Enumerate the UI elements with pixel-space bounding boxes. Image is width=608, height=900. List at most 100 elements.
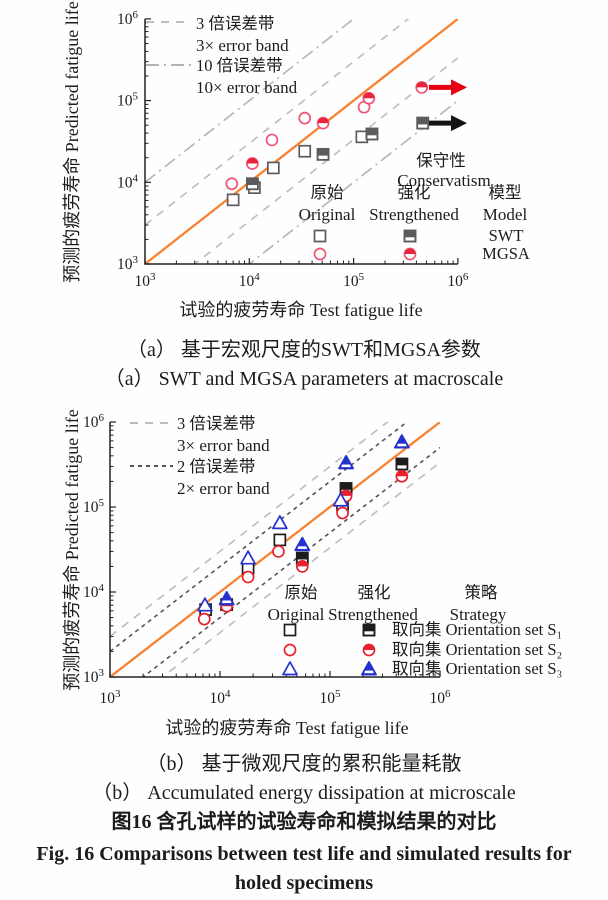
data-point-s2-strengthened — [295, 560, 309, 573]
caption-b-english: （b） Accumulated energy dissipation at mi… — [92, 782, 516, 804]
y-axis-title: 预测的疲劳寿命 Predicted fatigue life — [62, 409, 82, 690]
square-fill — [296, 552, 308, 560]
tick-label: 103 — [83, 667, 105, 686]
data-point-swt-strengthened — [416, 116, 430, 130]
tick-label: 105 — [320, 688, 342, 707]
square-outline — [395, 457, 409, 471]
legend-marker-half — [362, 623, 376, 637]
data-point-s1-strengthened — [395, 457, 409, 471]
data-point-swt-strengthened — [365, 127, 379, 141]
square-outline — [365, 127, 379, 141]
triangle-glyph — [240, 550, 256, 565]
square-fill — [396, 458, 408, 466]
x-axis-title: 试验的疲劳寿命 Test fatigue life — [165, 718, 408, 738]
triangle-band — [341, 464, 351, 468]
legend-header-original-en: Original — [299, 205, 356, 224]
legend-row-label: 取向集 Orientation set S₂ — [392, 640, 562, 659]
error-band-3x-upper — [110, 422, 389, 638]
legend-row-label: 取向集 Orientation set S₃ — [392, 659, 562, 678]
data-point-mgsa-strengthened — [316, 116, 330, 130]
circle-fill — [363, 644, 375, 650]
identity-line — [145, 18, 458, 265]
legend-marker-half — [362, 643, 376, 657]
square-fill — [363, 624, 375, 632]
legend-marker-half — [403, 229, 417, 243]
square-outline — [316, 147, 330, 161]
circle-fill — [317, 117, 329, 124]
legend-header-strengthened-cn: 强化 — [398, 183, 431, 202]
legend-band-label-en: 2× error band — [177, 479, 270, 498]
square-glyph — [273, 533, 287, 547]
square-fill — [340, 483, 352, 490]
circle-glyph — [298, 111, 312, 125]
legend-header-original-cn: 原始 — [285, 583, 318, 602]
chart-b: 103 104 105 106 103 104 105 106 试验的疲劳寿命 Test fat… — [62, 409, 562, 738]
tick-label: 104 — [83, 582, 105, 601]
data-point-s2-original — [272, 545, 285, 558]
circle-glyph — [283, 643, 297, 657]
caption-b-chinese: （b） 基于微观尺度的累积能量耗散 — [146, 753, 462, 775]
legend-band-label-cn: 10 倍误差带 — [196, 56, 283, 75]
triangle-glyph — [332, 492, 349, 507]
circle-glyph — [313, 247, 327, 261]
circle-glyph — [265, 133, 279, 147]
data-point-s3-original — [332, 492, 349, 507]
legend-band-label-cn: 3 倍误差带 — [196, 14, 274, 33]
square-fill — [366, 128, 378, 136]
legend-row-label: SWT — [489, 226, 524, 245]
square-fill — [246, 178, 258, 186]
error-band-10x-lower — [248, 99, 458, 265]
mgsa-conservatism-arrow — [429, 79, 467, 96]
triangle-band — [397, 443, 407, 447]
tick-label: 103 — [135, 271, 157, 290]
tick-label: 106 — [447, 271, 469, 290]
tick-label: 106 — [430, 688, 452, 707]
tick-label: 104 — [210, 688, 232, 707]
data-point-s3-original — [271, 515, 288, 530]
tick-label: 105 — [343, 271, 365, 290]
triangle-outline — [394, 434, 410, 449]
circle-glyph — [336, 506, 349, 520]
circle-fill — [246, 157, 258, 164]
plot-area — [110, 422, 440, 677]
legend-header-strengthened-en: Strengthened — [328, 605, 418, 624]
legend-marker-open — [313, 247, 327, 261]
chart-a-container: 103 104 105 106 103 104 105 106 试验的疲劳寿命 Test fat… — [0, 0, 608, 340]
legend-band-label-en: 3× error band — [177, 436, 270, 455]
x-axis-title: 试验的疲劳寿命 Test fatigue life — [179, 300, 422, 320]
circle-glyph — [225, 177, 239, 191]
data-point-mgsa-strengthened — [362, 91, 376, 105]
circle-fill — [416, 81, 428, 88]
legend-row-label: MGSA — [482, 244, 530, 263]
legend-header-strengthened-en: Strengthened — [369, 205, 459, 224]
data-point-s3-strengthened — [338, 455, 354, 470]
legend-band-label-cn: 2 倍误差带 — [177, 457, 255, 476]
square-glyph — [298, 144, 312, 158]
swt-conservatism-arrow — [429, 115, 467, 132]
tick-label: 103 — [117, 254, 139, 273]
square-glyph — [283, 623, 297, 637]
legend-header-group-en: Model — [483, 205, 528, 224]
circle-glyph — [197, 612, 211, 626]
data-point-mgsa-strengthened — [415, 81, 429, 94]
circle-fill — [296, 560, 308, 567]
triangle-outline — [294, 536, 311, 552]
square-outline — [416, 116, 430, 130]
square-fill — [417, 117, 429, 125]
legend-band-label-en: 10× error band — [196, 78, 298, 97]
triangle-outline — [338, 455, 354, 470]
circle-glyph — [241, 570, 255, 584]
tick-label: 104 — [239, 271, 260, 290]
error-band-3x-lower — [161, 461, 440, 677]
legend-header-group-cn: 模型 — [489, 183, 522, 202]
legend-marker-open — [283, 623, 297, 637]
data-point-mgsa-original — [225, 177, 239, 191]
tick-label: 106 — [83, 412, 105, 431]
square-outline — [403, 229, 417, 243]
tick-label: 105 — [117, 91, 139, 110]
figure-title-chinese: 图16 含孔试样的试验寿命和模拟结果的对比 — [111, 811, 497, 833]
legend-marker-open — [283, 643, 297, 657]
legend-row-label: 取向集 Orientation set S₁ — [392, 620, 562, 639]
data-point-swt-original — [298, 144, 312, 158]
data-point-mgsa-original — [265, 133, 279, 147]
